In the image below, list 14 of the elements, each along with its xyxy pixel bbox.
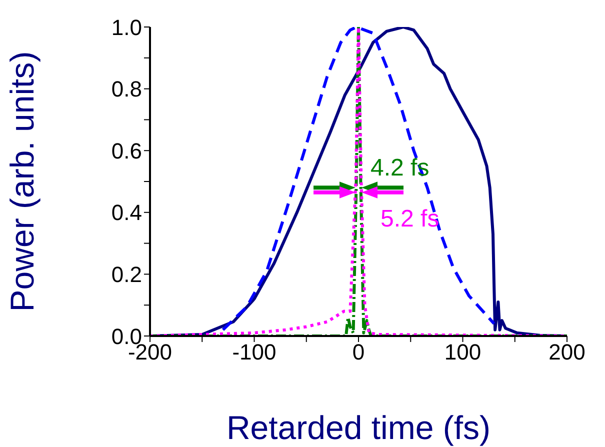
line-series bbox=[221, 27, 496, 332]
x-tick-label: 100 bbox=[444, 340, 482, 365]
y-tick-label: 0.6 bbox=[111, 138, 142, 164]
x-axis-title: Retarded time (fs) bbox=[226, 409, 491, 446]
x-tick-label: 0 bbox=[352, 340, 365, 365]
y-tick-label: 0.8 bbox=[111, 76, 142, 102]
x-tick-label: 200 bbox=[548, 340, 586, 365]
y-tick-label: 0.4 bbox=[111, 200, 142, 226]
x-tick-label: -100 bbox=[232, 340, 276, 365]
annotation: 5.2 fs bbox=[380, 205, 440, 232]
y-tick-label: 1.0 bbox=[111, 14, 142, 40]
y-tick-label: 0.2 bbox=[111, 262, 142, 288]
y-axis-title: Power (arb. units) bbox=[4, 51, 41, 312]
annotation: 4.2 fs bbox=[370, 154, 430, 182]
